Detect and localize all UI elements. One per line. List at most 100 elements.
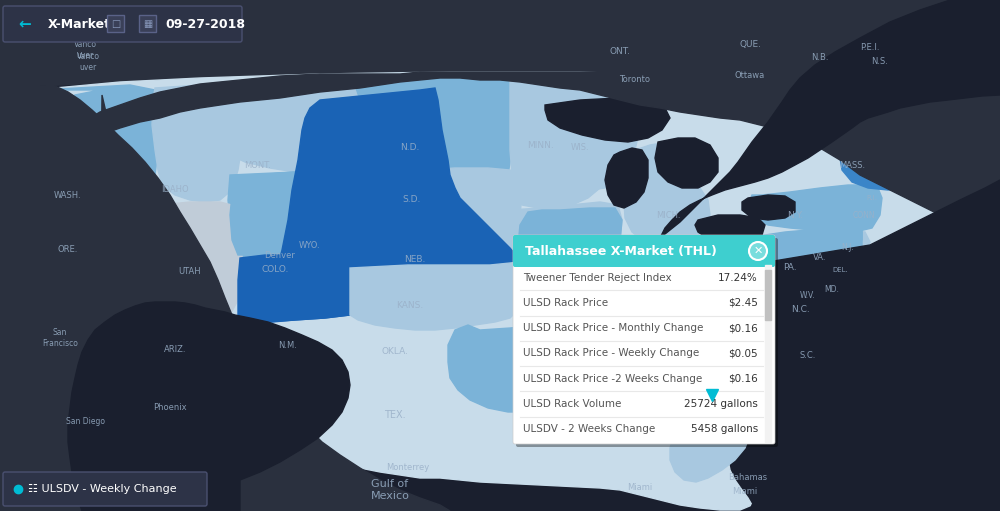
Text: MD.: MD. xyxy=(825,286,839,294)
Text: TEX.: TEX. xyxy=(384,410,406,420)
Text: 5458 gallons: 5458 gallons xyxy=(691,424,758,434)
Text: MICH.: MICH. xyxy=(656,211,680,220)
Polygon shape xyxy=(42,0,1000,220)
Polygon shape xyxy=(238,88,525,325)
Text: Bahamas: Bahamas xyxy=(728,474,768,482)
Text: ONT.: ONT. xyxy=(610,48,630,57)
Polygon shape xyxy=(200,80,395,175)
Text: X-Market: X-Market xyxy=(48,17,111,31)
Polygon shape xyxy=(624,178,710,245)
Text: 09-27-2018: 09-27-2018 xyxy=(165,17,245,31)
Text: N.S.: N.S. xyxy=(872,58,888,66)
Polygon shape xyxy=(145,290,240,420)
Polygon shape xyxy=(505,202,622,302)
FancyBboxPatch shape xyxy=(513,235,775,267)
Text: Vanco
uver: Vanco uver xyxy=(76,52,100,72)
Text: WYO.: WYO. xyxy=(299,241,321,249)
Text: Toronto: Toronto xyxy=(620,76,650,84)
Text: COLO.: COLO. xyxy=(261,266,289,274)
Text: □: □ xyxy=(111,18,120,29)
Text: LA.: LA. xyxy=(558,404,572,412)
Circle shape xyxy=(749,242,767,260)
Text: MO.: MO. xyxy=(521,306,539,314)
Text: Vanco
uver: Vanco uver xyxy=(74,40,96,60)
Polygon shape xyxy=(748,185,882,232)
Text: ULSD Rack Volume: ULSD Rack Volume xyxy=(523,399,621,409)
Polygon shape xyxy=(350,168,522,272)
Polygon shape xyxy=(612,238,755,312)
Polygon shape xyxy=(538,76,642,190)
Text: $0.16: $0.16 xyxy=(728,374,758,384)
Polygon shape xyxy=(68,302,350,511)
Text: ←: ← xyxy=(18,16,31,32)
Text: Tweener Tender Reject Index: Tweener Tender Reject Index xyxy=(523,273,672,283)
Text: ULSD Rack Price -2 Weeks Change: ULSD Rack Price -2 Weeks Change xyxy=(523,374,702,384)
Text: TENN.: TENN. xyxy=(614,354,642,362)
Text: ALA.: ALA. xyxy=(638,390,658,400)
Text: KY.: KY. xyxy=(622,306,634,314)
Polygon shape xyxy=(655,138,718,188)
Text: 25724 gallons: 25724 gallons xyxy=(684,399,758,409)
Text: S.C.: S.C. xyxy=(800,351,816,360)
Polygon shape xyxy=(34,295,58,445)
Bar xyxy=(0,0,1000,72)
Text: KANS.: KANS. xyxy=(396,300,424,310)
Text: PA.: PA. xyxy=(783,264,797,272)
Text: ULSD Rack Price - Weekly Change: ULSD Rack Price - Weekly Change xyxy=(523,349,699,359)
Text: ULSD Rack Price: ULSD Rack Price xyxy=(523,298,608,308)
Polygon shape xyxy=(350,262,525,330)
Text: Ottawa: Ottawa xyxy=(735,71,765,80)
Text: ✕: ✕ xyxy=(753,246,763,256)
Polygon shape xyxy=(78,195,162,315)
Text: IOWA: IOWA xyxy=(518,253,542,263)
Polygon shape xyxy=(510,78,615,208)
Text: ULSD Rack Price - Monthly Change: ULSD Rack Price - Monthly Change xyxy=(523,323,703,333)
Polygon shape xyxy=(634,140,705,180)
Polygon shape xyxy=(658,0,1000,511)
Text: ARK.: ARK. xyxy=(554,351,576,360)
Text: OHIO: OHIO xyxy=(637,264,659,272)
Polygon shape xyxy=(448,320,598,412)
Polygon shape xyxy=(742,195,795,220)
Polygon shape xyxy=(0,0,1000,95)
Text: NEB.: NEB. xyxy=(404,256,426,265)
Text: ▦: ▦ xyxy=(143,18,152,29)
Bar xyxy=(765,265,771,442)
Text: San
Francisco: San Francisco xyxy=(42,328,78,347)
Text: N.C.: N.C. xyxy=(791,306,809,314)
Text: MINN.: MINN. xyxy=(527,141,553,150)
Polygon shape xyxy=(748,228,862,268)
Polygon shape xyxy=(152,85,245,202)
Text: N.D.: N.D. xyxy=(400,144,420,152)
Polygon shape xyxy=(840,128,958,190)
Text: ☷ ULSDV - Weekly Change: ☷ ULSDV - Weekly Change xyxy=(28,484,177,494)
Text: GA.: GA. xyxy=(664,363,680,373)
Text: MONT.: MONT. xyxy=(245,160,271,170)
Polygon shape xyxy=(670,398,752,482)
Polygon shape xyxy=(35,72,970,510)
Text: Gulf of
Mexico: Gulf of Mexico xyxy=(371,479,409,501)
FancyBboxPatch shape xyxy=(3,6,242,42)
Text: 17.24%: 17.24% xyxy=(718,273,758,283)
Text: Tallahassee X-Market (THL): Tallahassee X-Market (THL) xyxy=(525,244,717,258)
Polygon shape xyxy=(0,0,1000,75)
Polygon shape xyxy=(238,255,355,325)
Text: Monterrey: Monterrey xyxy=(386,463,430,473)
FancyBboxPatch shape xyxy=(3,472,207,506)
Polygon shape xyxy=(228,170,375,268)
Text: N.B.: N.B. xyxy=(811,54,829,62)
Text: Denver: Denver xyxy=(265,250,295,260)
Text: QUE.: QUE. xyxy=(739,40,761,50)
Text: ULSDV - 2 Weeks Change: ULSDV - 2 Weeks Change xyxy=(523,424,655,434)
Polygon shape xyxy=(662,322,758,402)
Polygon shape xyxy=(230,172,375,255)
Text: $0.05: $0.05 xyxy=(728,349,758,359)
Text: ARIZ.: ARIZ. xyxy=(164,345,186,355)
Text: UTAH: UTAH xyxy=(179,267,201,276)
Text: S.D.: S.D. xyxy=(403,196,421,204)
Text: W.V.: W.V. xyxy=(800,290,816,299)
Text: $0.16: $0.16 xyxy=(728,323,758,333)
Polygon shape xyxy=(350,78,515,208)
FancyBboxPatch shape xyxy=(513,235,775,444)
Text: N.M.: N.M. xyxy=(279,340,297,350)
